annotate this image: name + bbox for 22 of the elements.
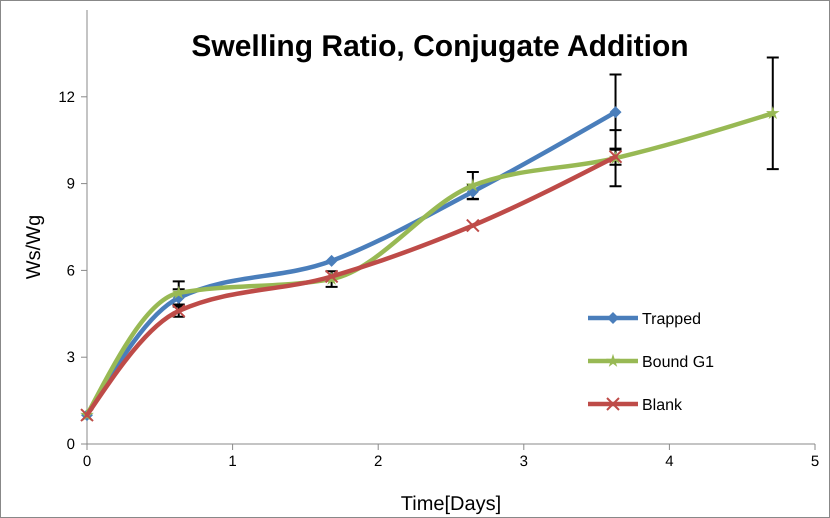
y-tick-label: 9 xyxy=(66,176,75,193)
x-tick-label: 5 xyxy=(810,453,820,470)
y-axis-title: Ws/Wg xyxy=(23,214,45,280)
y-tick-label: 3 xyxy=(66,349,75,366)
x-axis-title: Time[Days] xyxy=(400,493,502,515)
point xyxy=(324,269,339,284)
legend-label: Bound G1 xyxy=(642,354,714,371)
x-tick-label: 1 xyxy=(228,453,237,470)
point xyxy=(326,254,338,267)
x-tick-label: 2 xyxy=(374,453,382,470)
text: Swelling Ratio, Conjugate Addition xyxy=(191,30,689,63)
point xyxy=(466,218,480,233)
legend-label: Blank xyxy=(642,397,684,414)
y-tick-label: 6 xyxy=(66,262,75,280)
legend-label: Trapped xyxy=(642,311,701,328)
point xyxy=(766,106,780,120)
y-tick-label: 12 xyxy=(58,88,75,106)
y-tick-label: 0 xyxy=(66,436,75,453)
x-tick-label: 0 xyxy=(82,453,92,470)
x-tick-label: 3 xyxy=(520,453,528,470)
point xyxy=(610,106,622,118)
x-tick-label: 4 xyxy=(665,453,674,470)
